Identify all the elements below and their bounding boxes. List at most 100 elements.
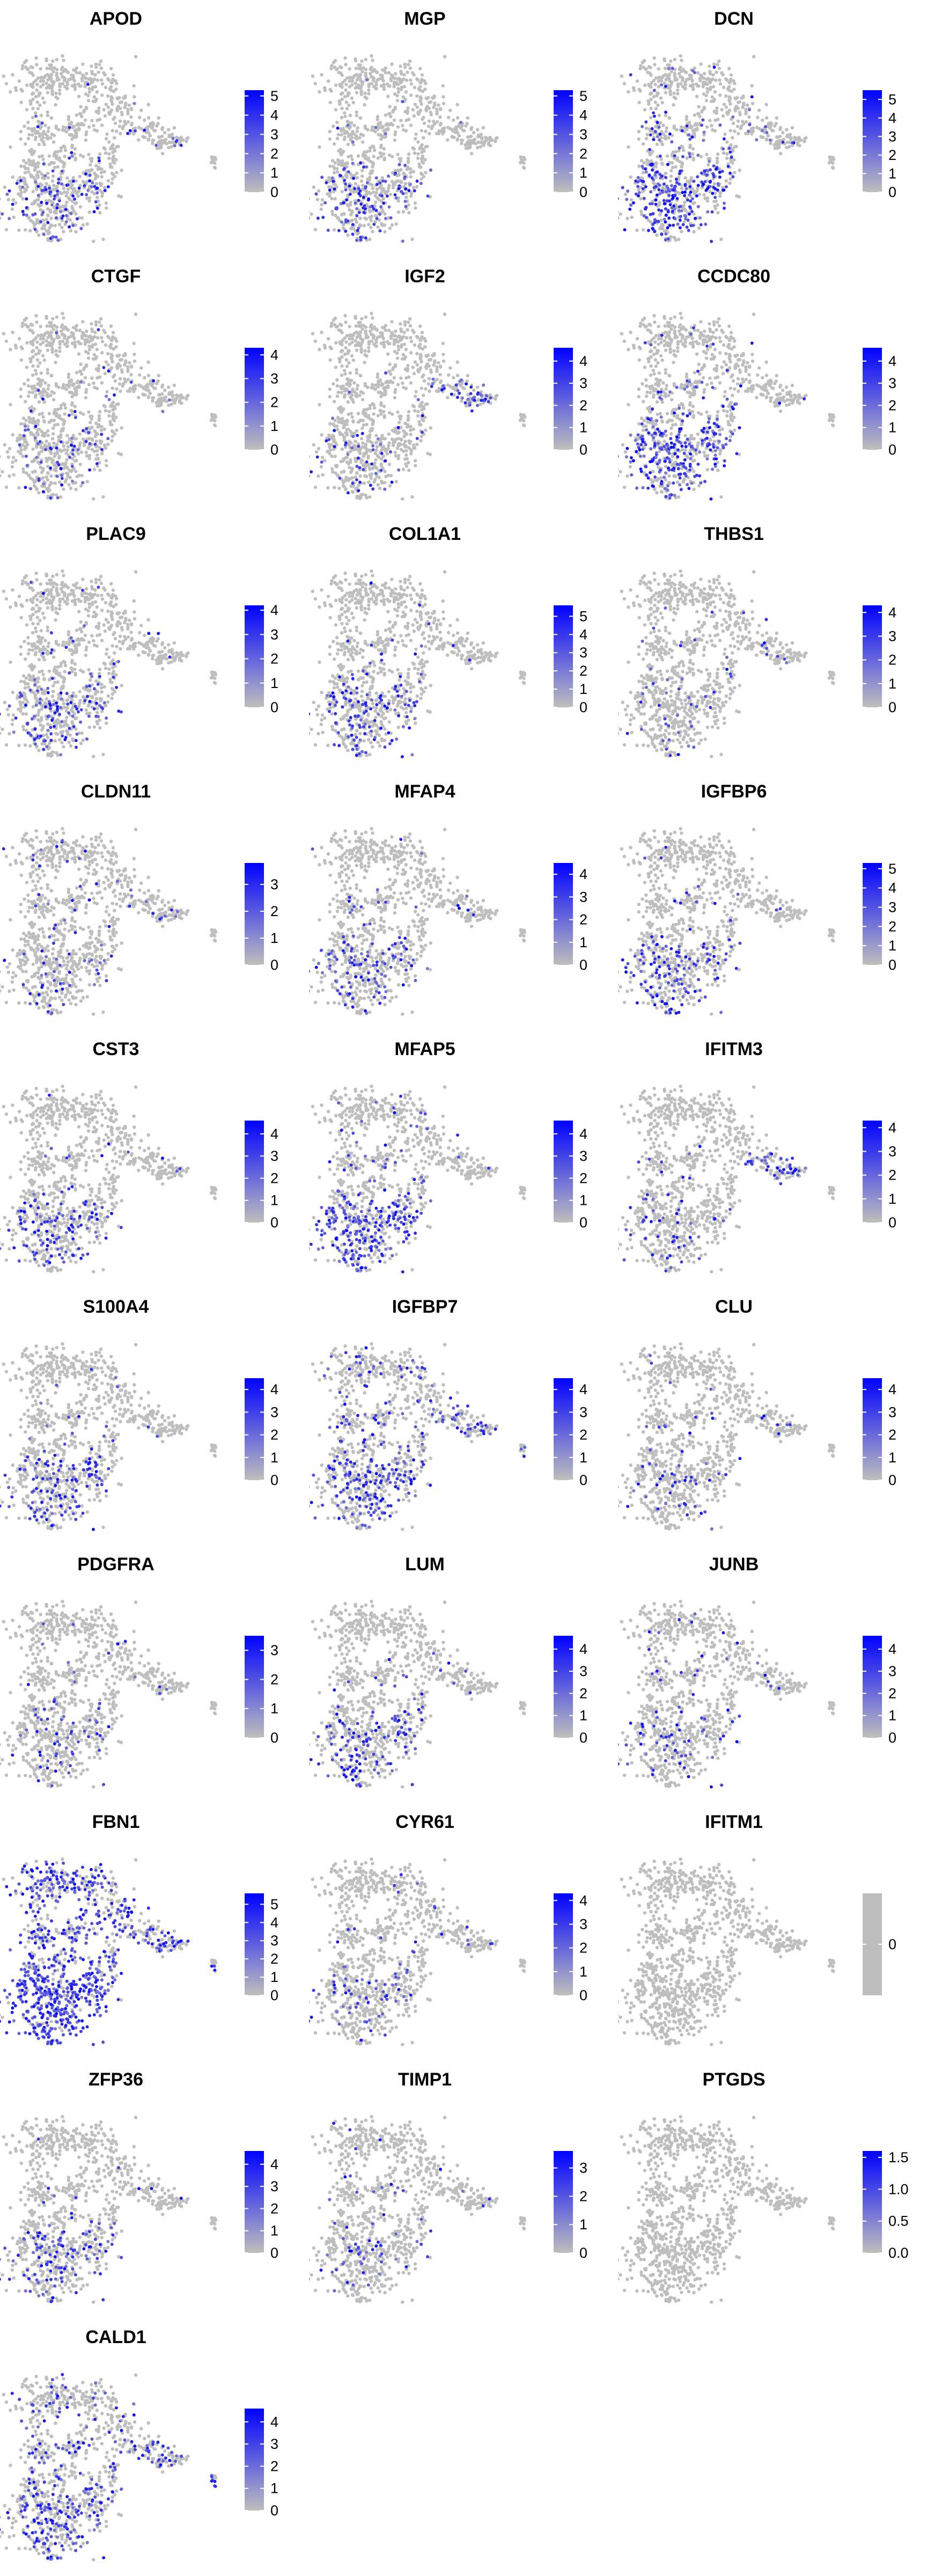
cell-point — [755, 126, 759, 129]
cell-point — [67, 372, 71, 376]
cell-point — [659, 140, 664, 144]
cell-point — [413, 85, 417, 90]
cell-point — [660, 143, 664, 147]
cell-point — [689, 77, 693, 80]
cell-point — [0, 197, 1, 201]
cell-point — [84, 387, 89, 392]
cell-point — [121, 384, 124, 388]
cell-point — [380, 74, 384, 77]
expressing-cell-point — [339, 174, 342, 177]
cell-point — [26, 394, 31, 398]
cell-point — [53, 453, 57, 457]
cell-point — [106, 352, 110, 356]
expressing-cell-point — [107, 185, 110, 188]
cell-point — [390, 62, 394, 66]
cell-point — [756, 115, 760, 119]
cell-point — [109, 353, 113, 356]
cell-point — [138, 115, 142, 119]
cell-point — [28, 70, 32, 75]
cell-point — [98, 320, 101, 324]
expressing-cell-point — [375, 176, 378, 180]
expressing-cell-point — [664, 190, 668, 194]
cell-point — [58, 88, 62, 92]
expressing-cell-point — [68, 456, 71, 459]
cell-point — [803, 140, 806, 143]
cell-point — [488, 135, 492, 140]
cell-point — [655, 233, 659, 237]
cell-point — [408, 59, 412, 63]
cell-point — [73, 156, 77, 160]
cell-point — [396, 199, 400, 203]
cell-point — [146, 131, 150, 135]
cell-point — [737, 131, 740, 136]
cell-point — [432, 96, 436, 99]
cell-point — [96, 425, 100, 429]
cell-point — [109, 342, 113, 346]
cell-point — [35, 487, 39, 491]
cell-point — [57, 78, 61, 82]
cell-point — [84, 364, 89, 368]
cell-point — [656, 103, 660, 107]
cell-point — [355, 113, 359, 118]
cell-point — [334, 108, 338, 112]
cell-point — [52, 66, 56, 70]
cell-point — [318, 145, 321, 149]
cell-point — [647, 65, 651, 69]
cell-point — [36, 419, 40, 422]
cell-point — [33, 395, 38, 399]
expressing-cell-point — [88, 173, 92, 177]
cell-point — [45, 440, 48, 443]
cell-point — [137, 126, 141, 129]
cell-point — [406, 156, 410, 160]
cell-point — [691, 156, 695, 160]
cell-point — [475, 128, 480, 131]
cell-point — [128, 361, 131, 365]
cell-point — [720, 71, 724, 75]
expressing-cell-point — [74, 416, 77, 419]
cell-point — [425, 106, 429, 110]
cell-point — [63, 155, 67, 158]
expressing-cell-point — [378, 193, 381, 197]
cell-point — [107, 78, 111, 82]
cell-point — [79, 112, 83, 116]
cell-point — [43, 123, 47, 127]
cell-point — [664, 229, 668, 233]
cell-point — [61, 339, 65, 343]
cell-point — [49, 136, 53, 140]
cell-point — [335, 67, 339, 71]
cell-point — [397, 169, 401, 173]
expressing-cell-point — [49, 447, 53, 451]
cell-point — [391, 171, 394, 175]
cell-point — [105, 206, 108, 210]
cell-point — [46, 348, 50, 352]
expressing-cell-point — [358, 189, 362, 193]
expressing-cell-point — [429, 168, 432, 172]
cell-point — [46, 494, 50, 499]
cell-point — [185, 137, 189, 141]
cell-point — [653, 63, 657, 67]
expressing-cell-point — [679, 226, 682, 230]
cell-point — [46, 229, 50, 233]
cell-point — [710, 123, 713, 128]
cell-point — [60, 218, 64, 223]
cell-point — [644, 126, 649, 130]
cell-point — [100, 336, 104, 340]
cell-point — [751, 101, 755, 106]
cell-point — [389, 114, 393, 119]
cell-point — [367, 346, 371, 350]
expressing-cell-point — [747, 130, 751, 133]
cell-point — [348, 219, 352, 223]
cell-point — [31, 374, 35, 377]
expressing-cell-point — [668, 132, 672, 136]
expressing-cell-point — [666, 210, 670, 214]
cell-point — [349, 172, 352, 176]
expressing-cell-point — [25, 455, 28, 458]
cell-point — [427, 100, 431, 104]
expressing-cell-point — [79, 227, 83, 230]
expressing-cell-point — [57, 178, 61, 181]
cell-point — [4, 339, 8, 343]
cell-point — [328, 130, 332, 134]
cell-point — [77, 473, 81, 478]
cell-point — [163, 138, 167, 142]
cell-point — [124, 361, 128, 364]
